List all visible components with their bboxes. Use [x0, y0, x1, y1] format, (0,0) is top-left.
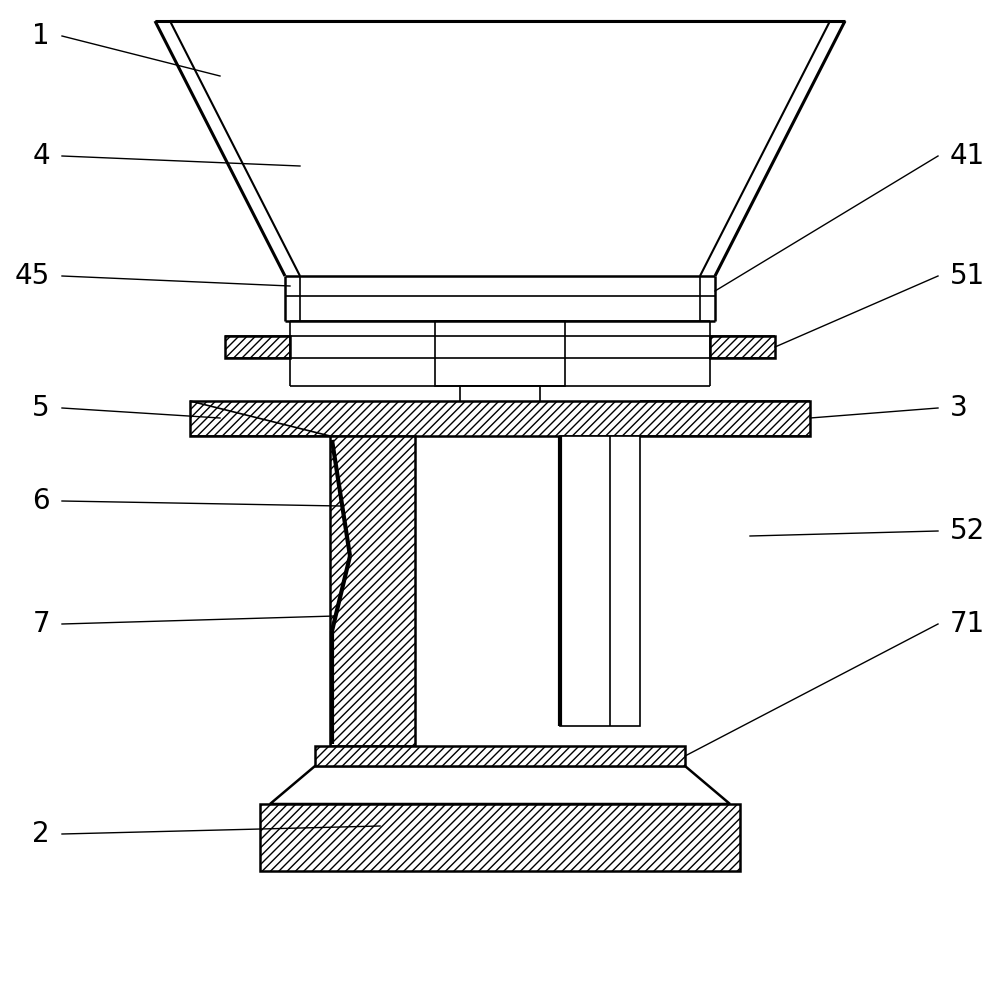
Text: 5: 5: [32, 394, 50, 422]
Text: 71: 71: [950, 610, 985, 638]
Polygon shape: [270, 766, 730, 804]
Bar: [190, 401, 810, 436]
Bar: [435, 321, 565, 386]
Bar: [225, 336, 290, 358]
Text: 4: 4: [32, 142, 50, 170]
Bar: [460, 386, 540, 406]
Bar: [260, 804, 740, 871]
Text: 51: 51: [950, 262, 985, 290]
Text: 6: 6: [32, 487, 50, 515]
Bar: [710, 336, 775, 358]
Bar: [330, 436, 415, 746]
Text: 41: 41: [950, 142, 985, 170]
Bar: [560, 436, 640, 726]
Text: 7: 7: [32, 610, 50, 638]
Text: 3: 3: [950, 394, 968, 422]
Text: 52: 52: [950, 517, 985, 545]
Text: 1: 1: [32, 22, 50, 50]
Text: 45: 45: [15, 262, 50, 290]
Bar: [315, 746, 685, 766]
Text: 2: 2: [32, 820, 50, 848]
